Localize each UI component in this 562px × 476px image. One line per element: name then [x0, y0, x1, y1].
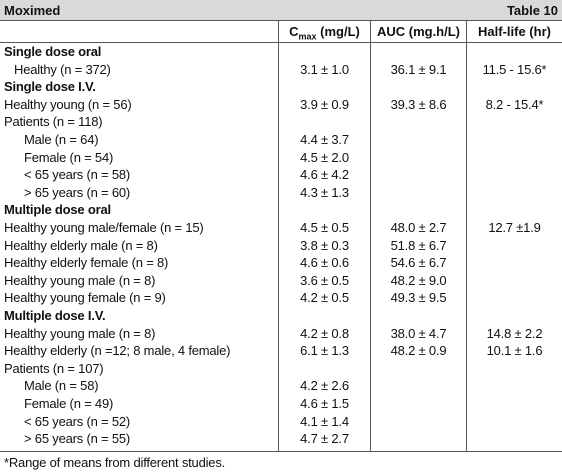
value-cell: 4.6 ± 1.5 — [300, 396, 349, 411]
value-cell: 39.3 ± 8.6 — [390, 96, 447, 112]
symbol: C — [289, 24, 299, 39]
value-cell: 3.1 ± 1.0 — [300, 61, 349, 77]
value-cell: 8.2 - 15.4* — [485, 96, 544, 112]
value-cell: 4.2 ± 0.5 — [300, 290, 349, 306]
value-cell: 3.8 ± 0.3 — [300, 237, 349, 253]
value-cell: 4.6 ± 4.2 — [300, 167, 349, 183]
row-label: Healthy young female (n = 9) — [4, 290, 166, 306]
value-cell: 11.5 - 15.6* — [482, 61, 547, 77]
row-label: Healthy elderly (n =12; 8 male, 4 female… — [4, 343, 231, 359]
row-label: Female (n = 54) — [24, 149, 114, 165]
table-title: Moximed — [4, 3, 61, 18]
value-cell: 51.8 ± 6.7 — [390, 237, 447, 253]
value-cell: 14.8 ± 2.2 — [486, 325, 543, 341]
value-cell: 4.5 ± 2.0 — [300, 149, 349, 165]
column-rule — [370, 21, 371, 452]
column-header: AUC (mg.h/L) — [376, 24, 461, 39]
section-label: Multiple dose oral — [4, 202, 111, 218]
value-cell: 12.7 ±1.9 — [488, 220, 541, 235]
row-label: > 65 years (n = 55) — [24, 431, 131, 447]
row-label: < 65 years (n = 52) — [24, 413, 131, 429]
value-cell: 6.1 ± 1.3 — [300, 343, 349, 359]
value-cell: 36.1 ± 9.1 — [390, 61, 447, 77]
row-label: Patients (n = 118) — [4, 114, 103, 130]
row-label: Healthy young male/female (n = 15) — [4, 220, 204, 235]
value-cell: 49.3 ± 9.5 — [390, 290, 447, 306]
row-label: Healthy elderly female (n = 8) — [4, 255, 169, 271]
row-label: Healthy (n = 372) — [14, 61, 111, 77]
value-cell: 48.0 ± 2.7 — [390, 220, 447, 235]
row-label: Patients (n = 107) — [4, 360, 104, 376]
bottom-rule — [0, 451, 562, 452]
section-label: Multiple dose I.V. — [4, 308, 106, 323]
value-cell: 38.0 ± 4.7 — [390, 325, 447, 341]
table-label: Table 10 — [506, 3, 558, 18]
row-label: Male (n = 64) — [24, 132, 99, 147]
section-label: Single dose oral — [4, 44, 102, 59]
value-cell: 4.5 ± 0.5 — [300, 220, 349, 235]
row-label: < 65 years (n = 58) — [24, 167, 131, 183]
row-label: Male (n = 58) — [24, 378, 99, 394]
column-header: Cmax (mg/L) — [279, 22, 370, 42]
column-rule — [278, 21, 279, 452]
value-cell: 3.9 ± 0.9 — [300, 96, 349, 112]
unit: (mg/L) — [320, 24, 360, 39]
value-cell: 48.2 ± 9.0 — [390, 272, 447, 288]
row-label: Healthy elderly male (n = 8) — [4, 237, 158, 253]
title-bar: Moximed Table 10 — [0, 0, 562, 21]
value-cell: 4.4 ± 3.7 — [300, 132, 349, 147]
value-cell: 3.6 ± 0.5 — [300, 272, 349, 288]
row-label: Healthy young (n = 56) — [4, 96, 132, 112]
value-cell: 48.2 ± 0.9 — [390, 343, 447, 359]
row-label: Healthy young male (n = 8) — [4, 325, 156, 341]
header-rule — [0, 42, 562, 43]
value-cell: 4.2 ± 2.6 — [300, 378, 349, 394]
value-cell: 10.1 ± 1.6 — [486, 343, 543, 359]
value-cell: 4.7 ± 2.7 — [300, 431, 349, 447]
row-label: > 65 years (n = 60) — [24, 184, 131, 200]
section-label: Single dose I.V. — [4, 79, 96, 95]
row-label: Female (n = 49) — [24, 396, 114, 411]
subscript: max — [298, 31, 317, 42]
column-header: Half-life (hr) — [478, 24, 551, 39]
value-cell: 4.2 ± 0.8 — [300, 325, 349, 341]
value-cell: 4.3 ± 1.3 — [300, 184, 349, 200]
row-label: Healthy young male (n = 8) — [4, 272, 156, 288]
value-cell: 4.1 ± 1.4 — [300, 413, 349, 429]
column-rule — [466, 21, 467, 452]
value-cell: 4.6 ± 0.6 — [300, 255, 349, 271]
footnote: *Range of means from different studies. — [4, 455, 226, 470]
value-cell: 54.6 ± 6.7 — [390, 255, 447, 271]
